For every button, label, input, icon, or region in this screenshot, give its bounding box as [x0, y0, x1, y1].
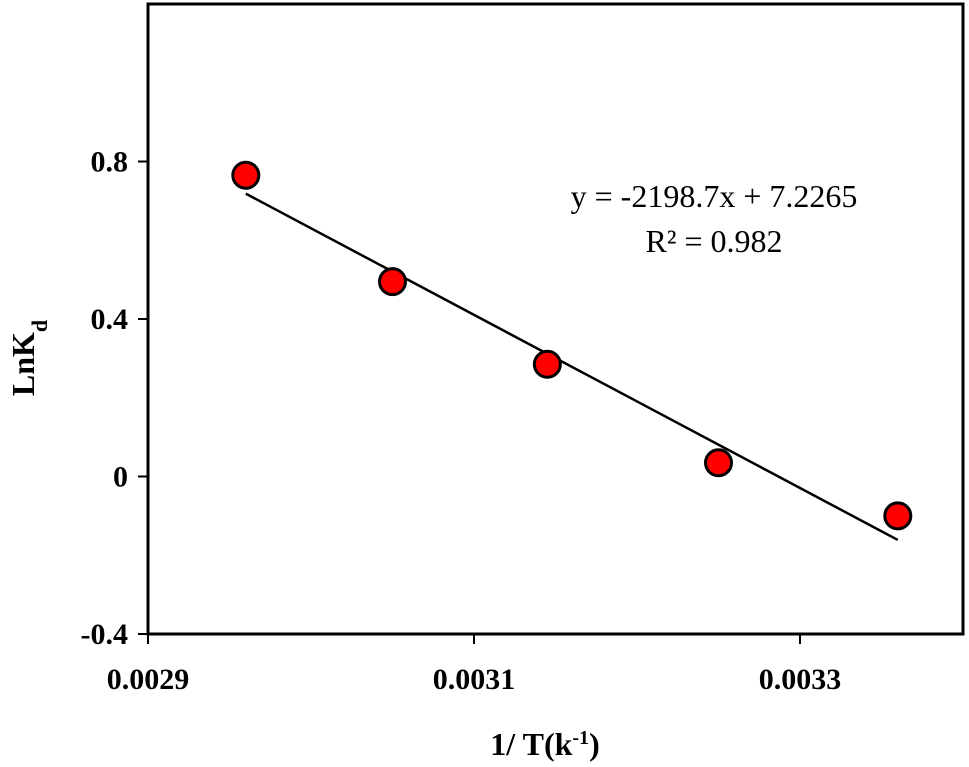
y-axis: -0.4 0 0.4 0.8 — [81, 146, 148, 651]
data-point — [231, 160, 261, 190]
data-point — [378, 267, 407, 297]
y-tick-label: 0 — [113, 461, 128, 494]
y-axis-title-sub: d — [27, 320, 52, 332]
x-tick-label: 0.0033 — [759, 663, 842, 696]
y-axis-title: LnKd — [5, 320, 52, 396]
x-axis-title-sup: -1 — [572, 727, 589, 749]
y-tick-label: 0.4 — [91, 303, 129, 336]
x-axis-title: 1/ T(k-1) — [490, 726, 599, 762]
x-axis-title-main: 1/ T(k — [490, 726, 572, 762]
data-point — [883, 501, 913, 531]
trendline — [245, 192, 899, 542]
y-tick-label: 0.8 — [91, 146, 129, 179]
y-axis-title-main: LnK — [5, 332, 41, 396]
y-tick-label: -0.4 — [81, 618, 129, 651]
data-points — [231, 160, 913, 531]
data-point — [704, 448, 733, 478]
r-squared-label: R² = 0.982 — [646, 223, 783, 259]
x-axis: 0.0029 0.0031 0.0033 — [107, 634, 842, 696]
x-axis-title-end: ) — [589, 726, 600, 762]
x-tick-label: 0.0029 — [107, 663, 190, 696]
plot-area — [146, 2, 965, 636]
data-point — [532, 349, 562, 379]
equation-label: y = -2198.7x + 7.2265 — [571, 178, 858, 214]
x-tick-label: 0.0031 — [433, 663, 516, 696]
